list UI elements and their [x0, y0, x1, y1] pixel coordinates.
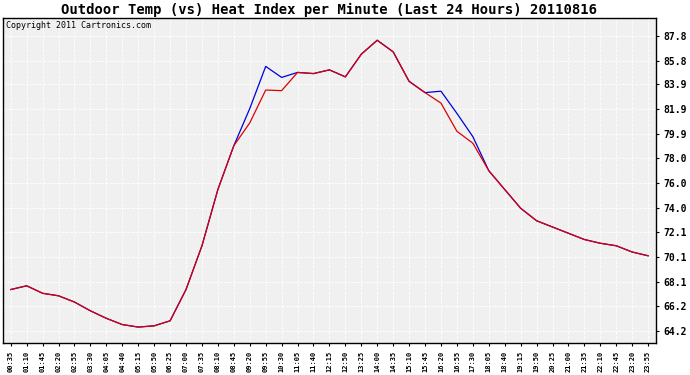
- Title: Outdoor Temp (vs) Heat Index per Minute (Last 24 Hours) 20110816: Outdoor Temp (vs) Heat Index per Minute …: [61, 3, 598, 17]
- Text: Copyright 2011 Cartronics.com: Copyright 2011 Cartronics.com: [6, 21, 151, 30]
